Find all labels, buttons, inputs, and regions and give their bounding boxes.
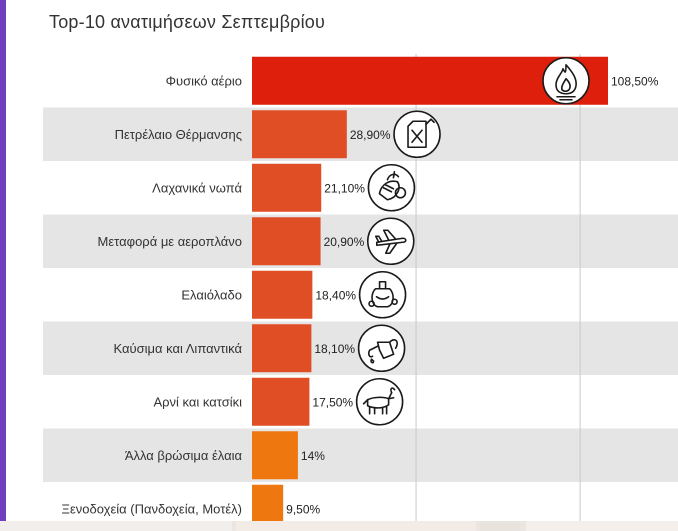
value-label: 108,50% (611, 74, 659, 88)
window-edge (0, 0, 6, 531)
bottom-strip-segment (0, 521, 232, 531)
value-label: 21,10% (324, 181, 365, 195)
value-label: 9,50% (286, 502, 320, 516)
value-label: 17,50% (312, 395, 353, 409)
olive-oil-icon (358, 270, 407, 319)
row-stripe (43, 428, 678, 482)
bottom-strip (0, 521, 678, 531)
flame-icon (542, 56, 590, 105)
vegetables-icon (367, 163, 416, 212)
bottom-strip-segment (526, 521, 678, 531)
fuel-canister-icon (393, 110, 441, 159)
category-label: Καύσιμα και Λιπαντικά (113, 341, 242, 356)
bar (252, 110, 347, 159)
category-label: Μεταφορά με αεροπλάνο (98, 234, 242, 249)
bar (252, 217, 321, 266)
category-label: Πετρέλαιο Θέρμανσης (115, 127, 242, 142)
bar (252, 270, 313, 319)
value-label: 28,90% (350, 128, 391, 142)
category-label: Αρνί και κατσίκι (153, 394, 242, 409)
category-label: Λαχανικά νωπά (152, 180, 242, 195)
category-label: Άλλα βρώσιμα έλαια (125, 448, 243, 463)
bar (252, 324, 312, 373)
bar (252, 163, 322, 212)
category-label: Ξενοδοχεία (Πανδοχεία, Μοτέλ) (62, 501, 242, 516)
bottom-strip-segment (480, 521, 520, 531)
chart-title: Top-10 ανατιμήσεων Σεπτεμβρίου (49, 12, 326, 32)
fuel-pump-nozzle-icon (357, 324, 406, 373)
value-label: 18,40% (315, 288, 356, 302)
category-label: Φυσικό αέριο (166, 73, 242, 88)
bar (252, 431, 298, 480)
bar (252, 377, 310, 426)
value-label: 14% (301, 449, 325, 463)
row-stripe (43, 107, 678, 161)
value-label: 20,90% (324, 235, 365, 249)
airplane-icon (366, 217, 415, 266)
goat-icon (355, 377, 404, 426)
category-label: Ελαιόλαδο (181, 287, 242, 302)
value-label: 18,10% (314, 342, 355, 356)
bottom-strip-segment (236, 521, 476, 531)
row-stripe (43, 214, 678, 268)
